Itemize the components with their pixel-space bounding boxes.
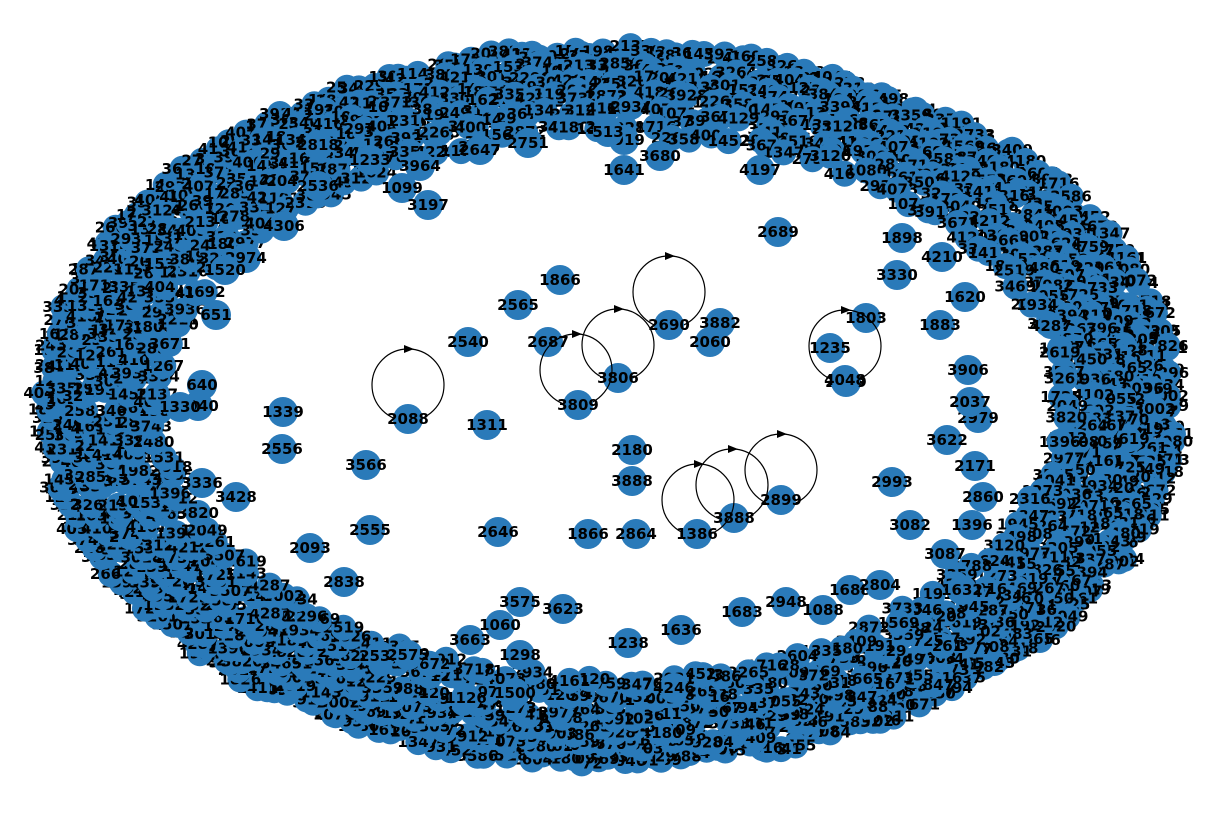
inner-node-label: 3330 bbox=[876, 266, 918, 284]
inner-node-label: 1330 bbox=[159, 398, 201, 416]
inner-node-label: 2860 bbox=[962, 488, 1004, 506]
ring-node-circle bbox=[906, 691, 933, 718]
inner-node-label: 2804 bbox=[859, 576, 901, 594]
inner-node-label: 2060 bbox=[689, 333, 731, 351]
ring-node-label: 1934 bbox=[1016, 296, 1058, 314]
inner-node-label: 640 bbox=[186, 376, 217, 394]
self-loop-arrowhead bbox=[728, 445, 738, 453]
inner-node-label: 3082 bbox=[889, 516, 931, 534]
self-loop-node-label: 3806 bbox=[597, 369, 639, 387]
self-loop-arrowhead bbox=[572, 330, 582, 338]
self-loop-arrowhead bbox=[694, 460, 704, 468]
self-loop-node-label: 3809 bbox=[557, 396, 599, 414]
inner-node-label: 2540 bbox=[447, 333, 489, 351]
inner-node-label: 1866 bbox=[567, 525, 609, 543]
inner-node-label: 3566 bbox=[345, 456, 387, 474]
inner-node-label: 3888 bbox=[611, 472, 653, 490]
inner-node-label: 1636 bbox=[660, 621, 702, 639]
inner-node-label: 651 bbox=[200, 306, 231, 324]
inner-node-label: 1233 bbox=[349, 151, 391, 169]
self-loop-node-label: 3888 bbox=[713, 509, 755, 527]
inner-node-label: 4197 bbox=[739, 161, 781, 179]
inner-node-label: 1520 bbox=[204, 261, 246, 279]
inner-node-label: 1311 bbox=[466, 416, 508, 434]
self-loop-node-label: 4048 bbox=[824, 371, 866, 389]
ring-node-label: 3820 bbox=[1045, 409, 1087, 427]
inner-node-label: 2565 bbox=[497, 296, 539, 314]
inner-node-label: 2647 bbox=[459, 141, 501, 159]
inner-node-label: 3680 bbox=[639, 147, 681, 165]
self-loop-node-label: 2088 bbox=[387, 410, 429, 428]
inner-node-label: 3087 bbox=[924, 545, 966, 563]
self-loop-arrowhead bbox=[614, 305, 624, 313]
self-loop-node-label: 2690 bbox=[648, 316, 690, 334]
inner-node-label: 1683 bbox=[721, 603, 763, 621]
inner-node-label: 2171 bbox=[954, 457, 996, 475]
inner-node-label: 1500 bbox=[494, 684, 536, 702]
inner-node-label: 2556 bbox=[261, 440, 303, 458]
inner-node-label: 1339 bbox=[262, 403, 304, 421]
inner-node-label: 1099 bbox=[381, 179, 423, 197]
inner-node-label: 2689 bbox=[757, 223, 799, 241]
inner-node-label: 3663 bbox=[449, 631, 491, 649]
ring-node-label: 3671 bbox=[898, 695, 940, 713]
inner-node-label: 2093 bbox=[289, 539, 331, 557]
inner-node-label: 1620 bbox=[944, 288, 986, 306]
inner-node-label: 3906 bbox=[947, 361, 989, 379]
inner-node-label: 1235 bbox=[809, 339, 851, 357]
inner-node-label: 1883 bbox=[919, 316, 961, 334]
ring-node-label: 4287 bbox=[1030, 317, 1072, 335]
inner-node-label: 1803 bbox=[845, 309, 887, 327]
inner-node-label: 3622 bbox=[926, 431, 968, 449]
inner-node-label: 1298 bbox=[499, 646, 541, 664]
inner-node-label: 2864 bbox=[615, 525, 657, 543]
self-loop-arrowhead bbox=[777, 430, 787, 438]
self-loop-arrowhead bbox=[404, 345, 414, 353]
inner-node-label: 2751 bbox=[507, 134, 549, 152]
inner-node-label: 1088 bbox=[802, 601, 844, 619]
inner-node-label: 1866 bbox=[539, 271, 581, 289]
self-loop-arrowhead bbox=[665, 252, 675, 260]
inner-node-label: 3197 bbox=[407, 196, 449, 214]
inner-node-label: 2948 bbox=[765, 593, 807, 611]
inner-node-label: 1396 bbox=[951, 516, 993, 534]
ring-node-circle bbox=[690, 41, 717, 67]
ring-node-label: 2619 bbox=[1039, 344, 1081, 362]
inner-node-label: 3575 bbox=[499, 593, 541, 611]
inner-node-label: 3623 bbox=[542, 600, 584, 618]
inner-node-label: 4306 bbox=[263, 217, 305, 235]
inner-node-label: 2555 bbox=[349, 521, 391, 539]
ring-node-circle bbox=[753, 47, 780, 74]
inner-node-label: 3964 bbox=[399, 157, 441, 175]
ring-node-label: 1692 bbox=[184, 283, 226, 301]
inner-node-label: 2838 bbox=[323, 573, 365, 591]
inner-node-label: 2536 bbox=[297, 177, 339, 195]
inner-node-label: 4246 bbox=[653, 679, 695, 697]
self-loop-node-label: 1386 bbox=[676, 525, 718, 543]
inner-node-label: 2180 bbox=[611, 441, 653, 459]
inner-node-label: 2646 bbox=[477, 523, 519, 541]
inner-node-label: 2575 bbox=[387, 646, 429, 664]
inner-node-label: 1126 bbox=[445, 689, 487, 707]
inner-node-label: 513 bbox=[592, 123, 623, 141]
outer-node-ring: 1347275931204161108029344073107137183912… bbox=[23, 33, 1194, 777]
inner-node-label: 1632 bbox=[941, 581, 983, 599]
inner-node-label: 1238 bbox=[607, 634, 649, 652]
ring-node-label: 1396 bbox=[1039, 433, 1081, 451]
inner-node-label: 2818 bbox=[297, 136, 339, 154]
inner-node-label: 2037 bbox=[949, 393, 991, 411]
inner-node-label: 3336 bbox=[181, 474, 223, 492]
inner-node-label: 4210 bbox=[921, 248, 963, 266]
inner-node-label: 2993 bbox=[871, 473, 913, 491]
ring-node-label: 3671 bbox=[149, 335, 191, 353]
inner-node-label: 1898 bbox=[881, 229, 923, 247]
